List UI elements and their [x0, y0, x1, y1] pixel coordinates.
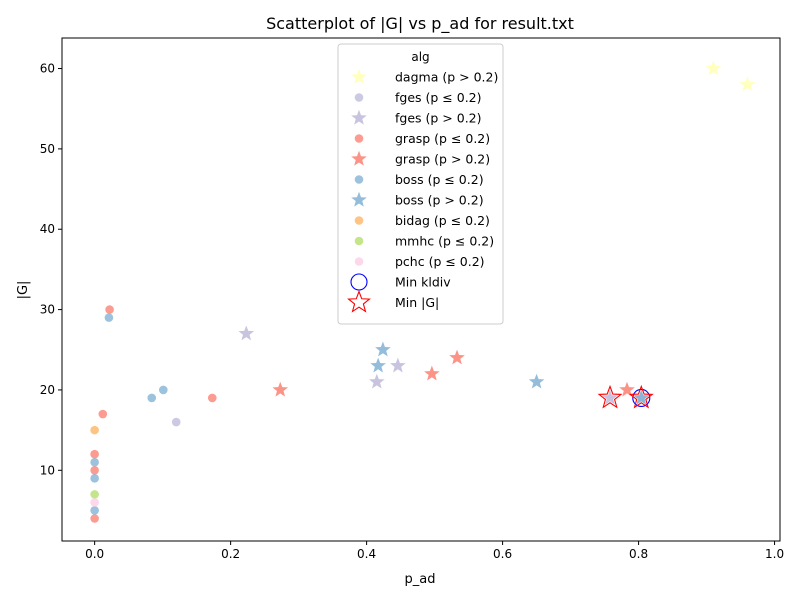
x-tick-label: 0.6 — [493, 547, 512, 561]
legend-label: bidag (p ≤ 0.2) — [395, 213, 490, 228]
x-tick-label: 0.0 — [85, 547, 104, 561]
data-point-s11-1 — [628, 384, 654, 409]
data-point-s3-1 — [98, 409, 108, 419]
data-point-s2-2 — [390, 357, 406, 373]
data-point-s4-2 — [449, 349, 465, 365]
data-point-s8-0 — [90, 490, 99, 499]
x-tick-label: 0.2 — [221, 547, 240, 561]
legend-label: grasp (p ≤ 0.2) — [395, 131, 490, 146]
data-point-s4-0 — [272, 381, 289, 397]
y-axis: 10 20 30 40 50 60 — [40, 62, 62, 477]
series-8 — [90, 490, 99, 499]
series-1 — [171, 417, 181, 427]
legend-box — [337, 43, 504, 325]
data-point-s4-3 — [619, 381, 635, 397]
data-point-s0-1 — [739, 76, 756, 92]
x-axis: 0.0 0.2 0.4 0.6 0.8 1.0 — [85, 541, 784, 561]
legend-marker-5 — [354, 175, 364, 184]
data-point-s5-0 — [104, 313, 114, 322]
series-0 — [705, 60, 756, 92]
data-point-s6-1 — [370, 357, 386, 373]
plot-frame — [61, 37, 781, 542]
legend-marker-7 — [354, 216, 364, 225]
data-point-s6-3 — [633, 389, 650, 405]
data-point-s6-0 — [375, 341, 391, 357]
data-point-s5-2 — [147, 393, 157, 403]
data-point-s11-0 — [597, 384, 623, 409]
series-4 — [272, 349, 635, 397]
data-point-s0-0 — [705, 60, 722, 76]
y-tick-label: 10 — [40, 463, 55, 477]
series-5 — [90, 313, 168, 515]
y-tick-label: 60 — [40, 62, 55, 76]
data-point-s7-0 — [90, 425, 99, 435]
data-point-s4-1 — [424, 365, 440, 381]
legend-title: alg — [411, 50, 429, 64]
y-tick-label: 50 — [40, 142, 55, 156]
data-point-s2-3 — [602, 389, 618, 405]
legend-label: mmhc (p ≤ 0.2) — [395, 234, 494, 249]
legend-marker-4 — [351, 150, 367, 166]
legend-label: dagma (p > 0.2) — [395, 70, 498, 85]
data-point-s1-0 — [171, 417, 181, 427]
data-point-s3-4 — [90, 465, 99, 475]
legend-marker-9 — [354, 257, 364, 266]
data-point-s5-3 — [90, 457, 99, 467]
y-tick-label: 30 — [40, 303, 55, 317]
legend: alg dagma (p > 0.2) fges (p ≤ 0.2) fges (p … — [337, 43, 504, 325]
data-point-s9-0 — [90, 498, 99, 507]
y-axis-label: |G| — [16, 281, 31, 300]
legend-label: boss (p > 0.2) — [395, 193, 484, 208]
legend-marker-6 — [351, 191, 367, 207]
series-2 — [238, 325, 650, 405]
legend-label: fges (p ≤ 0.2) — [395, 90, 482, 105]
series-7 — [90, 425, 99, 435]
series-9 — [90, 498, 99, 507]
y-tick-label: 20 — [40, 383, 55, 397]
data-point-s3-0 — [105, 305, 114, 314]
data-point-s2-0 — [238, 325, 255, 341]
data-point-s6-2 — [528, 373, 545, 389]
legend-marker-2 — [351, 109, 367, 125]
data-point-s3-2 — [207, 393, 217, 403]
data-point-s2-1 — [369, 373, 385, 389]
legend-marker-0 — [351, 68, 367, 84]
series-3 — [90, 305, 217, 523]
x-axis-label: p_ad — [405, 572, 436, 587]
data-point-s3-3 — [90, 449, 99, 459]
data-point-s5-5 — [90, 506, 99, 515]
data-point-s5-1 — [159, 385, 168, 395]
legend-marker-3 — [354, 134, 364, 143]
data-point-s5-4 — [90, 474, 99, 483]
series-10 — [632, 388, 651, 408]
chart-title: Scatterplot of |G| vs p_ad for result.tx… — [266, 14, 574, 34]
legend-label: boss (p ≤ 0.2) — [395, 172, 484, 187]
data-points — [90, 60, 756, 523]
x-tick-label: 0.8 — [629, 547, 648, 561]
legend-marker-1 — [354, 93, 364, 102]
legend-label: Min |G| — [395, 295, 439, 310]
data-point-s10-0 — [632, 388, 651, 408]
legend-marker-8 — [354, 236, 364, 246]
series-6 — [370, 341, 650, 405]
legend-marker-11 — [347, 289, 371, 313]
legend-label: pchc (p ≤ 0.2) — [395, 254, 485, 269]
legend-label: Min kldiv — [395, 275, 451, 290]
series-11 — [597, 384, 654, 409]
y-tick-label: 40 — [40, 222, 55, 236]
x-tick-label: 1.0 — [765, 547, 784, 561]
legend-label: grasp (p > 0.2) — [395, 152, 490, 167]
x-tick-label: 0.4 — [357, 547, 376, 561]
data-point-s3-5 — [90, 514, 99, 523]
legend-label: fges (p > 0.2) — [395, 111, 482, 126]
